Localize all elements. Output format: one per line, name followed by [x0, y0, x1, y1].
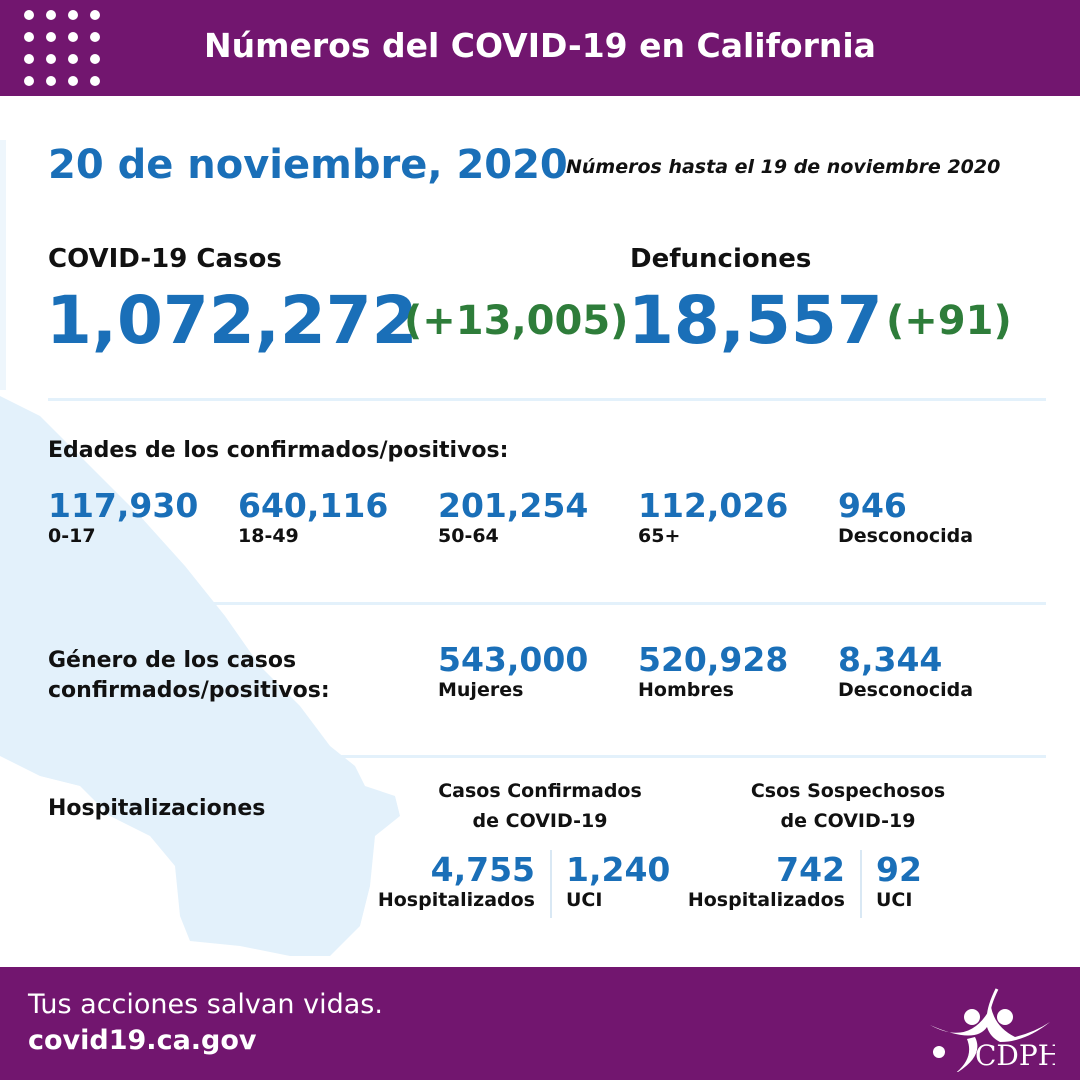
- age-value: 201,254: [438, 486, 589, 525]
- divider: [860, 850, 862, 918]
- hosp-value: 742: [776, 850, 845, 889]
- gender-label-line: Género de los casos: [48, 648, 297, 673]
- confirmed-title-line: Casos Confirmados: [438, 780, 642, 802]
- gender-group: Desconocida: [838, 679, 974, 701]
- age-item: 117,930 0-17: [48, 486, 198, 547]
- gender-value: 543,000: [438, 640, 589, 679]
- gender-label-line: confirmados/positivos:: [48, 678, 330, 703]
- confirmed-icu: 1,240 UCI: [566, 850, 670, 911]
- divider: [550, 850, 552, 918]
- suspected-title-line: Csos Sospechosos: [750, 780, 946, 802]
- dots-decoration-icon: [24, 10, 100, 86]
- tagline: Tus acciones salvan vidas.: [28, 989, 383, 1020]
- ages-label: Edades de los confirmados/positivos:: [48, 438, 509, 463]
- cases-label: COVID-19 Casos: [48, 244, 282, 274]
- confirmed-hospitalized: 4,755 Hospitalizados: [370, 850, 535, 911]
- age-group: 18-49: [238, 525, 299, 547]
- gender-item: 543,000 Mujeres: [438, 640, 588, 701]
- california-map-background: [0, 140, 400, 956]
- icu-label: UCI: [566, 889, 603, 911]
- suspected-title-line: de COVID-19: [780, 810, 916, 832]
- icu-value: 92: [876, 850, 922, 889]
- suspected-title: Csos Sospechosos de COVID-19: [728, 776, 968, 836]
- gender-label: Género de los casos confirmados/positivos…: [48, 646, 330, 706]
- deaths-total: 18,557: [628, 282, 883, 359]
- divider: [48, 602, 1046, 605]
- age-value: 112,026: [638, 486, 789, 525]
- age-item: 201,254 50-64: [438, 486, 588, 547]
- age-group: Desconocida: [838, 525, 974, 547]
- confirmed-title: Casos Confirmados de COVID-19: [420, 776, 660, 836]
- age-item: 640,116 18-49: [238, 486, 388, 547]
- gender-item: 520,928 Hombres: [638, 640, 788, 701]
- header-bar: [0, 0, 1080, 96]
- age-value: 946: [838, 486, 907, 525]
- website-link[interactable]: covid19.ca.gov: [28, 1025, 257, 1056]
- age-value: 117,930: [48, 486, 199, 525]
- icu-label: UCI: [876, 889, 913, 911]
- age-group: 50-64: [438, 525, 499, 547]
- deaths-label: Defunciones: [630, 244, 812, 274]
- deaths-change: (+91): [886, 298, 1012, 344]
- cases-change: (+13,005): [404, 298, 629, 344]
- suspected-hospitalized: 742 Hospitalizados: [680, 850, 845, 911]
- cdph-logo-icon: CDPH: [930, 988, 1055, 1072]
- gender-item: 8,344 Desconocida: [838, 640, 973, 701]
- page-title: Números del COVID-19 en California: [204, 26, 876, 65]
- gender-group: Mujeres: [438, 679, 524, 701]
- divider: [48, 755, 1046, 758]
- hosp-label: Hospitalizados: [377, 889, 535, 911]
- hospitalizations-label: Hospitalizaciones: [48, 796, 266, 821]
- footer: Tus acciones salvan vidas. covid19.ca.go…: [0, 967, 1080, 1080]
- gender-value: 8,344: [838, 640, 943, 679]
- hosp-value: 4,755: [430, 850, 535, 889]
- age-group: 0-17: [48, 525, 96, 547]
- gender-value: 520,928: [638, 640, 789, 679]
- cases-total: 1,072,272: [46, 282, 418, 359]
- age-item: 112,026 65+: [638, 486, 788, 547]
- hosp-label: Hospitalizados: [687, 889, 845, 911]
- gender-group: Hombres: [638, 679, 734, 701]
- as-of-note: Números hasta el 19 de noviembre 2020: [566, 156, 1001, 178]
- age-group: 65+: [638, 525, 681, 547]
- age-item: 946 Desconocida: [838, 486, 973, 547]
- report-date: 20 de noviembre, 2020: [48, 142, 568, 188]
- divider: [48, 398, 1046, 401]
- suspected-icu: 92 UCI: [876, 850, 922, 911]
- logo-text: CDPH: [975, 1039, 1055, 1072]
- confirmed-title-line: de COVID-19: [472, 810, 608, 832]
- icu-value: 1,240: [566, 850, 671, 889]
- age-value: 640,116: [238, 486, 389, 525]
